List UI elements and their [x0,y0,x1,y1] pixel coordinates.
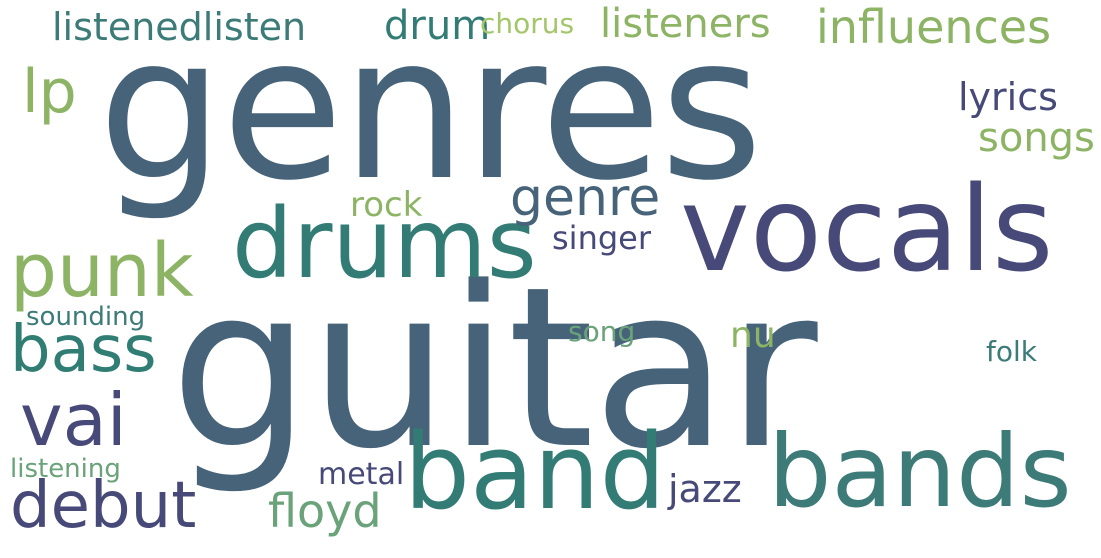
word-drum: drum [384,3,491,49]
word-drums: drums [232,188,537,300]
word-guitar: guitar [170,240,818,498]
word-vocals: vocals [680,160,1054,298]
word-lp: lp [22,57,77,127]
word-listenedlisten: listenedlisten [52,5,307,49]
word-lyrics: lyrics [958,75,1058,119]
word-debut: debut [10,469,197,543]
word-songs: songs [978,115,1095,161]
word-rock: rock [350,185,423,225]
word-band: band [404,411,666,533]
word-singer: singer [552,219,651,257]
word-sounding: sounding [26,302,146,332]
word-bass: bass [10,313,157,387]
word-jazz: jazz [668,467,742,511]
word-listening: listening [10,454,121,484]
word-punk: punk [10,228,194,314]
word-influences: influences [816,0,1052,54]
word-song: song [568,315,636,348]
word-nu: nu [730,315,776,356]
word-floyd: floyd [268,484,382,538]
word-listeners: listeners [600,1,771,47]
word-chorus: chorus [480,7,575,40]
word-genres: genres [98,0,763,224]
word-bands: bands [768,413,1072,530]
word-folk: folk [986,335,1037,368]
word-vai: vai [20,378,127,462]
word-metal: metal [318,457,405,492]
word-genre: genre [510,168,661,228]
